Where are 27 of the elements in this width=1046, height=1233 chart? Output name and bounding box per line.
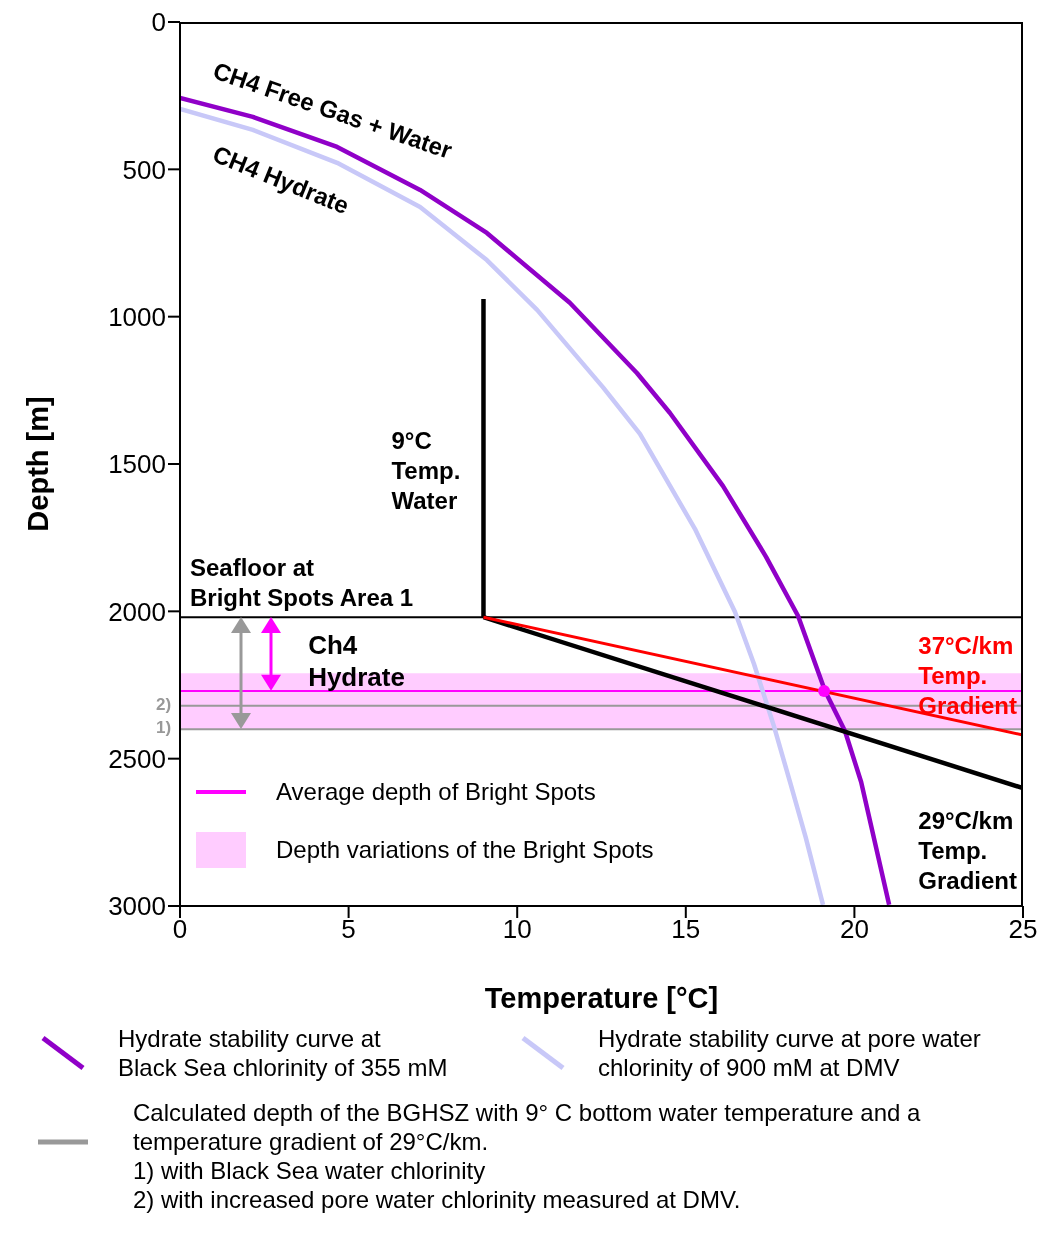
- text: 1): [156, 718, 172, 739]
- y-axis-title: Depth [m]: [22, 396, 55, 532]
- x-tick-label: 10: [502, 914, 532, 945]
- legend-label: Hydrate stability curve at Black Sea chlorinity of 355 mM: [118, 1024, 448, 1082]
- legend-label: Depth variations of the Bright Spots: [276, 836, 654, 864]
- legend-label: Hydrate stability curve at pore water chlorinity of 900 mM at DMV: [598, 1024, 981, 1082]
- text: Calculated depth of the BGHSZ with 9° C bottom water temperature and a temperature gradient of 29°C/km. 1) with Black Sea water chlorinity 2) with increased pore water chlorinity measured at DMV.: [133, 1098, 921, 1214]
- annotation: Ch4 Hydrate: [308, 628, 405, 693]
- y-tick-label: 1000: [108, 301, 166, 332]
- y-tick-label: 1500: [108, 449, 166, 480]
- x-tick-label: 0: [172, 914, 188, 945]
- y-tick-label: 2500: [108, 743, 166, 774]
- y-tick-label: 2000: [108, 596, 166, 627]
- x-tick-label: 20: [839, 914, 869, 945]
- x-tick-label: 15: [671, 914, 701, 945]
- series-label: 37°C/km Temp. Gradient: [918, 631, 1017, 722]
- series-label: 9°C Temp. Water: [391, 426, 461, 517]
- y-tick-label: 3000: [108, 891, 166, 922]
- legend-label: Average depth of Bright Spots: [276, 778, 596, 807]
- x-tick-label: 25: [1008, 914, 1038, 945]
- series-label: 29°C/km Temp. Gradient: [918, 806, 1017, 897]
- x-axis-title: Temperature [°C]: [484, 982, 719, 1014]
- text: 2): [156, 694, 172, 715]
- y-tick-label: 500: [122, 154, 166, 185]
- x-tick-label: 5: [341, 914, 356, 945]
- ref-line-label: Seafloor at Bright Spots Area 1: [190, 553, 414, 614]
- y-tick-label: 0: [151, 7, 166, 38]
